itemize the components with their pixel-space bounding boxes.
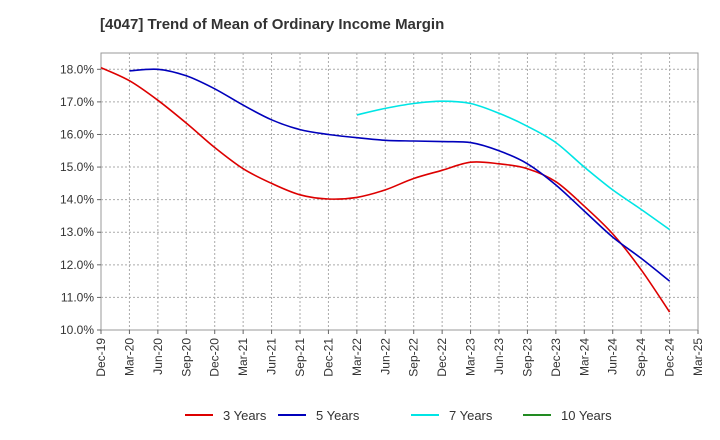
x-tick-label: Dec-22 <box>435 338 449 377</box>
x-tick-label: Jun-24 <box>606 338 620 375</box>
y-tick-label: 18.0% <box>60 62 94 76</box>
x-tick-label: Mar-22 <box>350 338 364 376</box>
y-tick-label: 12.0% <box>60 258 94 272</box>
x-tick-label: Jun-21 <box>265 338 279 375</box>
x-tick-label: Mar-25 <box>691 338 705 376</box>
x-tick-label: Mar-24 <box>577 338 591 376</box>
y-tick-label: 11.0% <box>61 290 94 304</box>
plot-area <box>100 52 699 331</box>
x-tick-label: Jun-20 <box>151 338 165 375</box>
series-line-7-years <box>356 100 671 231</box>
x-tick-label: Mar-20 <box>122 338 136 376</box>
legend-label: 10 Years <box>561 408 612 423</box>
chart-title: [4047] Trend of Mean of Ordinary Income … <box>100 16 445 33</box>
series-line-3-years <box>100 66 671 313</box>
y-tick-label: 10.0% <box>60 323 94 337</box>
x-tick-label: Sep-24 <box>634 338 648 377</box>
x-tick-label: Dec-21 <box>321 338 335 377</box>
x-tick-label: Dec-24 <box>663 338 677 377</box>
x-tick-label: Mar-21 <box>236 338 250 376</box>
legend-label: 3 Years <box>223 408 267 423</box>
y-tick-label: 14.0% <box>60 193 94 207</box>
x-tick-label: Jun-23 <box>492 338 506 375</box>
x-tick-label: Sep-22 <box>407 338 421 377</box>
y-tick-label: 15.0% <box>60 160 94 174</box>
y-tick-label: 13.0% <box>60 225 94 239</box>
x-tick-label: Dec-19 <box>94 338 108 377</box>
x-tick-label: Sep-20 <box>179 338 193 377</box>
y-tick-label: 16.0% <box>60 127 94 141</box>
x-tick-label: Mar-23 <box>464 338 478 376</box>
series-line-5-years <box>129 68 671 282</box>
x-tick-label: Sep-21 <box>293 338 307 377</box>
legend-label: 5 Years <box>316 408 360 423</box>
x-tick-label: Dec-23 <box>549 338 563 377</box>
x-tick-label: Dec-20 <box>208 338 222 377</box>
x-tick-label: Sep-23 <box>520 338 534 377</box>
y-tick-label: 17.0% <box>60 95 94 109</box>
x-tick-label: Jun-22 <box>378 338 392 375</box>
legend-label: 7 Years <box>449 408 493 423</box>
